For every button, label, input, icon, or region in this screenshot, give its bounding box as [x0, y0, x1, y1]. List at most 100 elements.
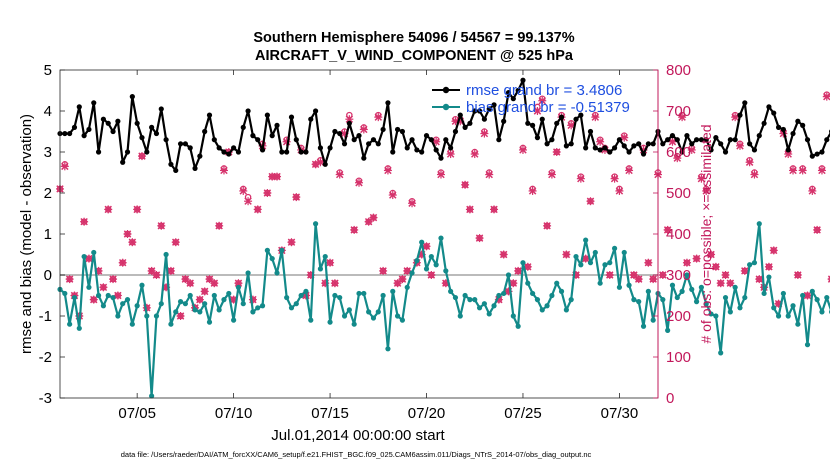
bias-point — [747, 262, 753, 268]
obs-assimilated-point — [750, 170, 759, 179]
legend-rmse-label: rmse grand br = 3.4806 — [466, 82, 622, 99]
rmse-point — [298, 149, 304, 155]
obs-assimilated-point — [716, 279, 725, 288]
obs-assimilated-point — [649, 275, 658, 284]
obs-assimilated-point — [427, 271, 436, 279]
rmse-point — [86, 126, 92, 133]
bias-point — [713, 313, 719, 319]
bias-point — [375, 309, 381, 315]
rmse-point — [674, 137, 680, 143]
bias-point — [539, 307, 545, 313]
bias-point — [650, 317, 656, 323]
rmse-point — [824, 137, 830, 143]
obs-assimilated-point — [543, 221, 552, 230]
bias-point — [645, 288, 651, 294]
rmse-point — [448, 145, 454, 151]
bias-point — [795, 321, 801, 327]
bias-point — [775, 313, 782, 319]
bias-point — [356, 290, 362, 297]
obs-assimilated-point — [793, 271, 802, 279]
left-y-tick-label: 0 — [44, 267, 52, 284]
obs-assimilated-point — [605, 271, 614, 279]
bias-point — [602, 262, 608, 268]
bias-point — [95, 292, 102, 299]
bias-point — [481, 301, 487, 307]
rmse-point — [95, 149, 102, 155]
rmse-point — [394, 126, 401, 133]
obs-assimilated-point — [350, 225, 359, 234]
rmse-point — [356, 133, 362, 139]
rmse-point — [385, 100, 391, 106]
obs-assimilated-point — [292, 193, 301, 202]
obs-assimilated-point — [644, 258, 653, 267]
bias-point — [332, 292, 338, 299]
rmse-point — [481, 116, 487, 122]
bias-point — [312, 221, 319, 227]
rmse-point — [611, 145, 618, 151]
bias-point — [245, 270, 251, 276]
bias-point — [129, 321, 135, 327]
rmse-point — [120, 159, 126, 165]
left-y-tick-label: 2 — [44, 185, 52, 202]
obs-assimilated-point — [485, 170, 494, 179]
rmse-point — [62, 130, 68, 137]
rmse-point — [554, 120, 560, 126]
rmse-point — [515, 87, 521, 94]
rmse-point — [255, 137, 261, 143]
rmse-point — [462, 124, 468, 130]
bias-point — [370, 315, 377, 321]
bias-point — [631, 297, 637, 303]
rmse-point — [669, 133, 676, 139]
obs-count-layer — [56, 91, 830, 320]
rmse-point — [192, 165, 198, 171]
rmse-point — [790, 130, 796, 137]
bias-point — [153, 313, 160, 319]
bias-point — [684, 272, 690, 278]
right-y-tick-label: 0 — [666, 390, 674, 407]
left-y-tick-label: 3 — [44, 144, 52, 161]
bias-point — [298, 292, 304, 299]
bias-point — [293, 301, 299, 307]
bias-point — [351, 321, 357, 327]
rmse-point — [501, 118, 507, 124]
bias-point — [149, 393, 155, 399]
bias-point — [703, 301, 709, 307]
bias-point — [308, 317, 314, 323]
bias-point — [409, 270, 415, 276]
obs-assimilated-point — [436, 170, 445, 179]
x-tick-label: 07/30 — [601, 405, 639, 422]
bias-point — [597, 280, 603, 286]
rmse-point — [100, 116, 107, 122]
bias-point — [689, 286, 695, 292]
rmse-point — [428, 137, 434, 143]
bias-point — [467, 297, 473, 303]
rmse-point — [221, 149, 227, 155]
bias-point — [177, 299, 184, 305]
rmse-point — [539, 116, 545, 122]
obs-assimilated-point — [499, 250, 508, 259]
rmse-point — [173, 167, 179, 174]
obs-assimilated-point — [330, 279, 339, 288]
rmse-point — [592, 145, 598, 151]
legend-bias-label: bias grand br = -0.51379 — [466, 99, 630, 116]
bias-point — [756, 221, 762, 227]
rmse-point — [71, 124, 78, 130]
obs-assimilated-point — [109, 275, 118, 284]
bias-point — [361, 290, 367, 297]
bias-point — [814, 297, 820, 303]
bias-point — [525, 280, 531, 286]
obs-assimilated-point — [475, 234, 484, 243]
rmse-point — [76, 104, 82, 110]
rmse-point — [177, 141, 184, 147]
rmse-point — [742, 100, 748, 106]
bias-point — [505, 272, 512, 278]
bias-point — [780, 290, 786, 297]
right-y-tick-label: 500 — [666, 185, 691, 202]
obs-assimilated-point — [133, 205, 142, 214]
rmse-point — [640, 151, 647, 157]
obs-assimilated-point — [755, 275, 764, 284]
rmse-point — [486, 106, 492, 112]
bias-point — [616, 284, 623, 290]
obs-assimilated-point — [99, 283, 108, 292]
